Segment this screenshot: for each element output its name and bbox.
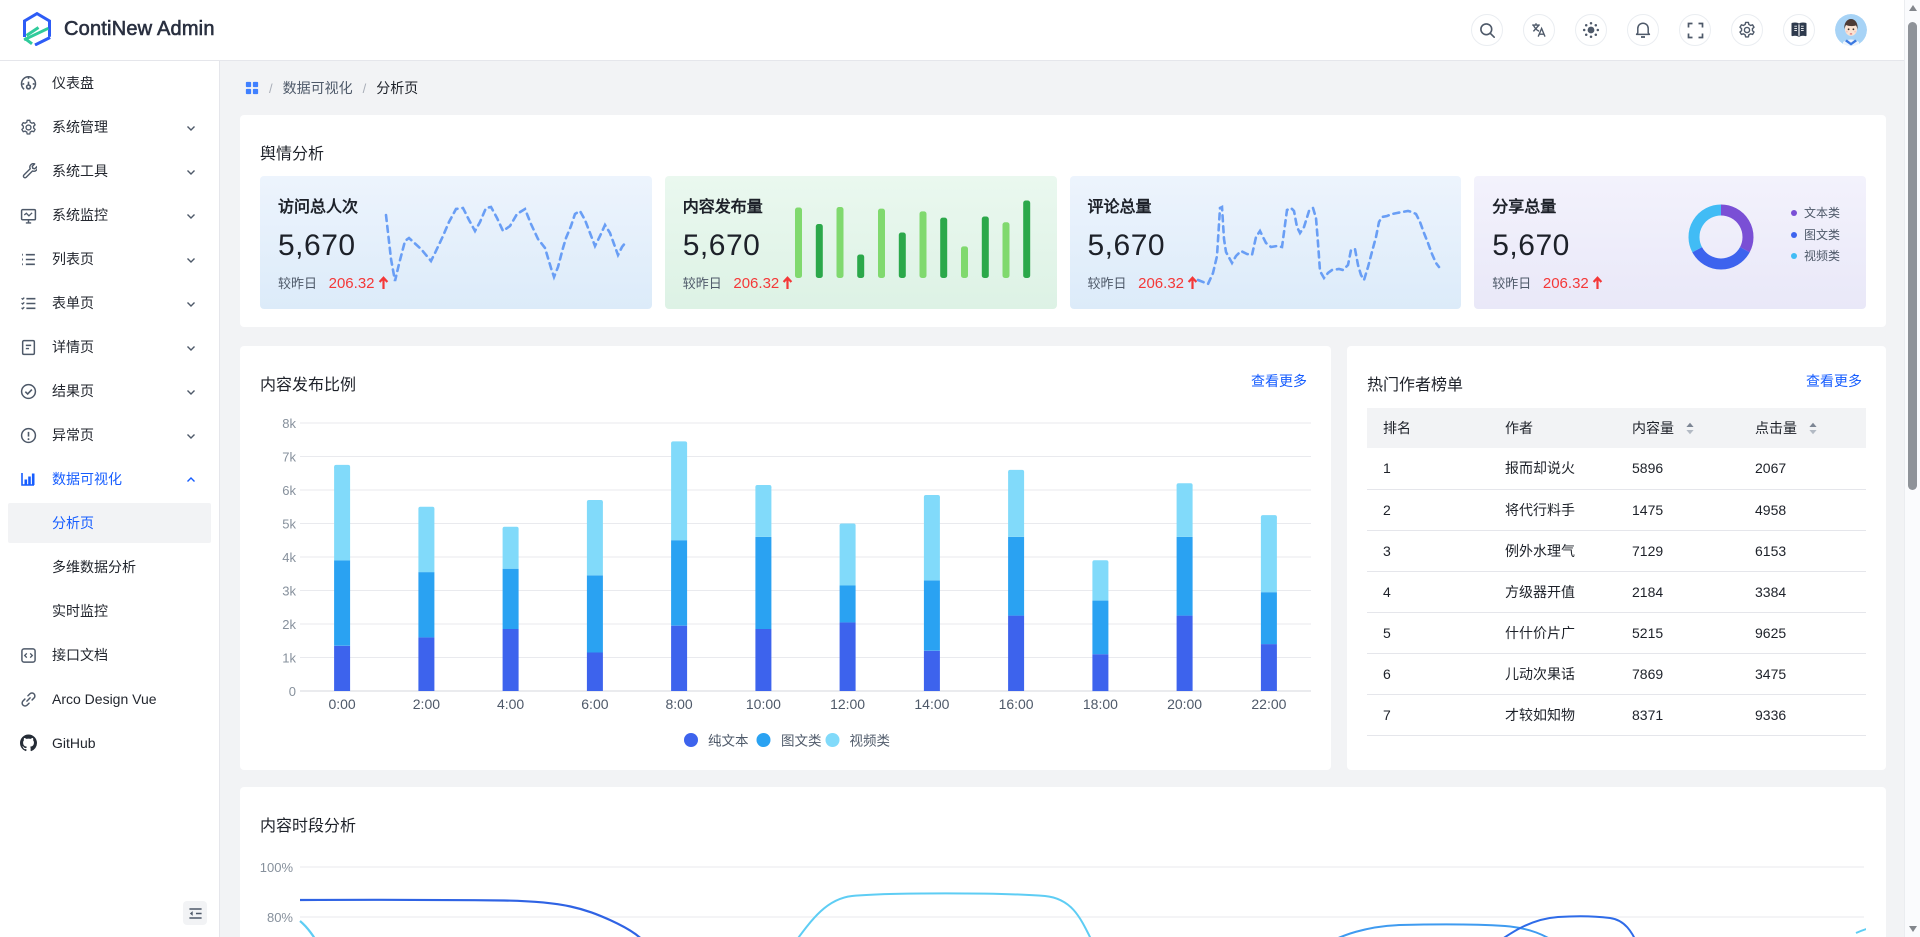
svg-text:22:00: 22:00 bbox=[1251, 696, 1286, 712]
svg-text:7k: 7k bbox=[282, 450, 296, 465]
svg-text:3k: 3k bbox=[282, 584, 296, 599]
svg-text:18:00: 18:00 bbox=[1083, 696, 1118, 712]
svg-text:2k: 2k bbox=[282, 617, 296, 632]
svg-text:图文类: 图文类 bbox=[781, 734, 822, 749]
svg-text:视频类: 视频类 bbox=[850, 734, 891, 749]
svg-text:80%: 80% bbox=[267, 910, 293, 925]
svg-text:16:00: 16:00 bbox=[999, 696, 1034, 712]
svg-text:0:00: 0:00 bbox=[328, 696, 355, 712]
svg-text:纯文本: 纯文本 bbox=[708, 734, 749, 749]
svg-text:6:00: 6:00 bbox=[581, 696, 608, 712]
svg-text:14:00: 14:00 bbox=[914, 696, 949, 712]
svg-text:10:00: 10:00 bbox=[746, 696, 781, 712]
svg-text:1k: 1k bbox=[282, 651, 296, 666]
svg-text:12:00: 12:00 bbox=[830, 696, 865, 712]
svg-text:20:00: 20:00 bbox=[1167, 696, 1202, 712]
svg-text:0: 0 bbox=[289, 684, 296, 699]
svg-text:5k: 5k bbox=[282, 517, 296, 532]
svg-text:100%: 100% bbox=[260, 860, 293, 875]
svg-text:4:00: 4:00 bbox=[497, 696, 524, 712]
svg-text:2:00: 2:00 bbox=[413, 696, 440, 712]
svg-text:8k: 8k bbox=[282, 416, 296, 431]
svg-text:4k: 4k bbox=[282, 550, 296, 565]
svg-text:6k: 6k bbox=[282, 483, 296, 498]
svg-text:8:00: 8:00 bbox=[665, 696, 692, 712]
